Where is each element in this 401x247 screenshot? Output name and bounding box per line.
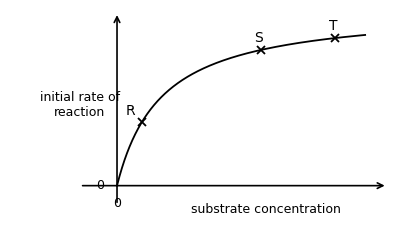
Text: T: T bbox=[328, 19, 336, 33]
Text: substrate concentration: substrate concentration bbox=[190, 204, 340, 216]
Text: S: S bbox=[253, 31, 262, 45]
Text: 0: 0 bbox=[113, 197, 121, 210]
Text: 0: 0 bbox=[96, 179, 104, 192]
Text: initial rate of
reaction: initial rate of reaction bbox=[40, 91, 119, 119]
Text: R: R bbox=[126, 104, 135, 118]
